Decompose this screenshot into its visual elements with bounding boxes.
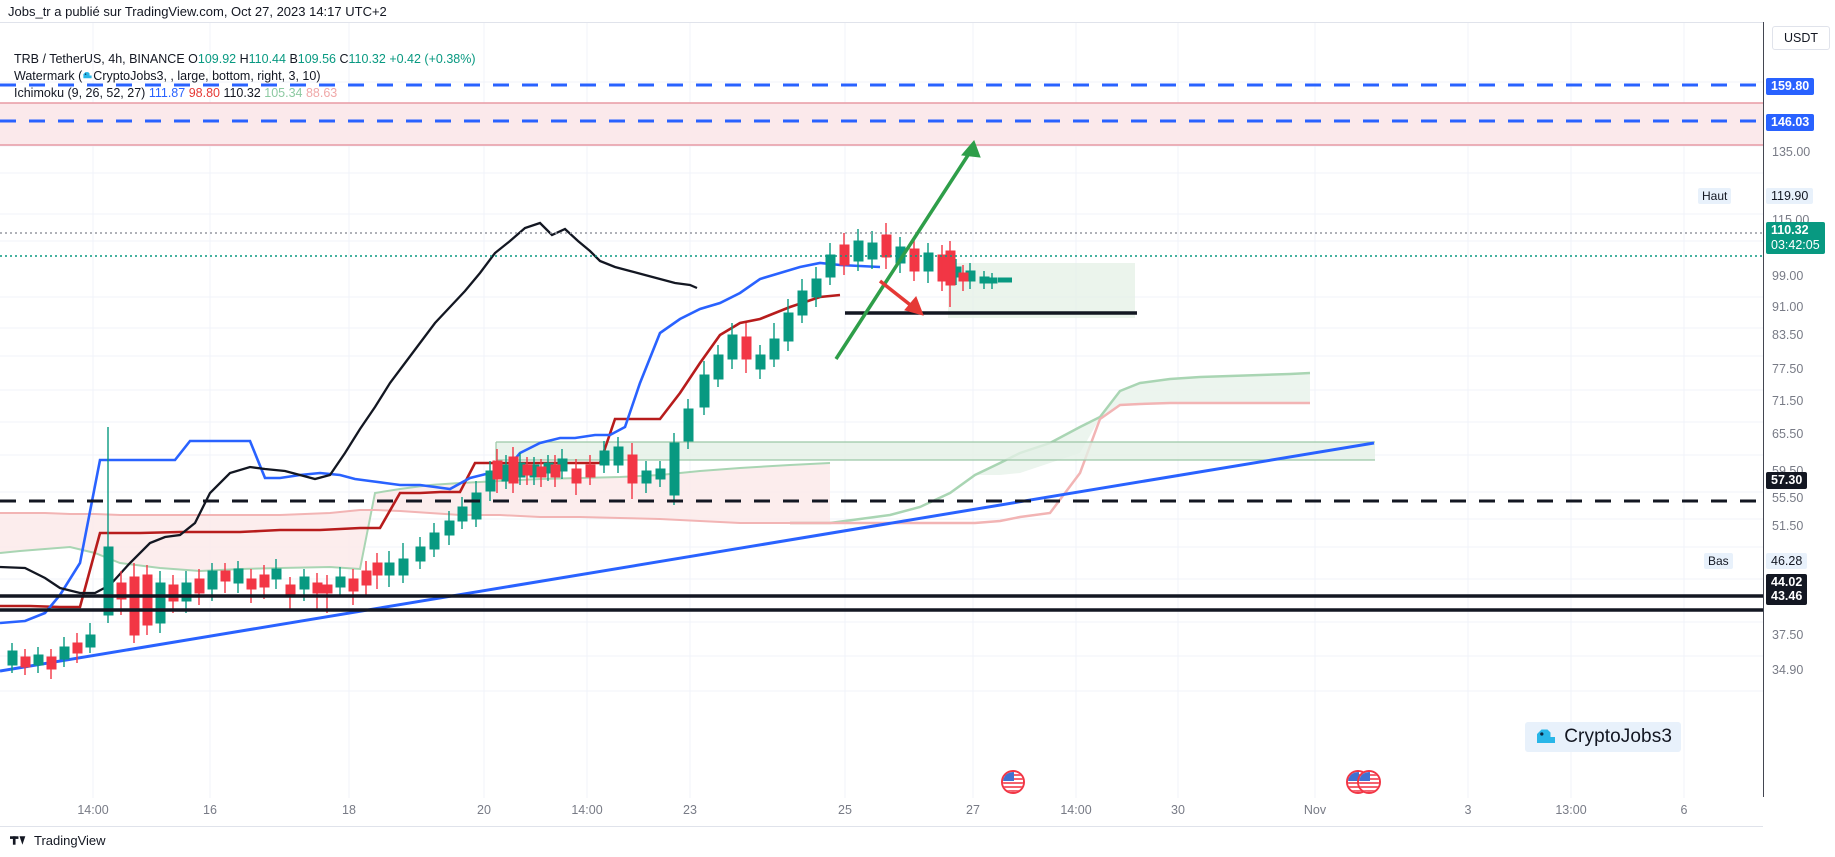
legend-ichimoku-senkou-a: 105.34 [264, 86, 303, 100]
legend-symbol[interactable]: TRB / TetherUS, 4h, BINANCE [14, 52, 185, 66]
haut-tag: Haut [1698, 188, 1732, 204]
legend-ichimoku-tenkan: 111.87 [148, 86, 186, 100]
legend-watermark-row[interactable]: Watermark ( CryptoJobs3, , large, bottom,… [14, 68, 476, 85]
haut-value: 119.90 [1766, 188, 1814, 204]
time-tick: 16 [203, 803, 217, 817]
time-scale[interactable]: 14:00 16 18 20 14:00 23 25 27 14:00 30 Nov 3 13:00 6 [0, 798, 1763, 827]
kijun-sen-line [0, 293, 841, 609]
us-economic-event-3[interactable] [1357, 770, 1381, 794]
legend-close-value: 110.32 [348, 52, 386, 66]
bullish-arrow [834, 140, 981, 360]
legend-close-label: C [339, 52, 349, 66]
time-tick: 23 [683, 803, 697, 817]
bas-tag: Bas [1704, 553, 1733, 569]
price-tick: 37.50 [1772, 628, 1804, 642]
legend-low-value: 109.56 [297, 52, 337, 66]
legend-ichimoku-close: 110.32 [223, 86, 261, 100]
legend-ichimoku-kijun: 98.80 [188, 86, 220, 100]
current-price-countdown: 03:42:05 [1771, 238, 1820, 252]
time-tick: 25 [838, 803, 852, 817]
time-tick: 18 [342, 803, 356, 817]
watermark: CryptoJobs3 [1525, 722, 1681, 752]
bearish-arrow [878, 279, 924, 316]
watermark-text: CryptoJobs3 [1564, 726, 1672, 747]
time-tick: 6 [1680, 803, 1688, 817]
time-tick: 13:00 [1555, 803, 1587, 817]
support-black-2-badge[interactable]: 44.02 [1766, 574, 1808, 591]
current-price-badge[interactable]: 110.32 03:42:05 [1766, 222, 1825, 254]
publisher-line: Jobs_tr a publié sur TradingView.com, Oc… [8, 4, 387, 19]
grid-lines [0, 23, 1763, 798]
legend-ichimoku-row[interactable]: Ichimoku (9, 26, 52, 27) 111.87 98.80 11… [14, 85, 476, 102]
price-tick: 77.50 [1772, 362, 1804, 376]
time-tick: 27 [966, 803, 980, 817]
legend-ichimoku-title: Ichimoku (9, 26, 52, 27) [14, 86, 146, 100]
price-tick: 34.90 [1772, 663, 1804, 677]
legend-ichimoku-senkou-b: 88.63 [305, 86, 338, 100]
price-tick: 135.00 [1772, 145, 1811, 159]
chart-canvas[interactable] [0, 23, 1763, 798]
tradingview-mark-icon [10, 836, 26, 845]
tradingview-logo-text: TradingView [34, 833, 106, 848]
support-zone-box [495, 441, 1375, 461]
price-tick: 51.50 [1772, 519, 1804, 533]
price-tick: 71.50 [1772, 394, 1804, 408]
support-black-1-badge[interactable]: 57.30 [1766, 472, 1808, 489]
time-tick: 14:00 [1060, 803, 1092, 817]
legend-open-label: O [188, 52, 198, 66]
legend-change: +0.42 (+0.38%) [389, 52, 476, 66]
price-tick: 99.00 [1772, 269, 1804, 283]
tenkan-sen-line [0, 261, 881, 625]
resistance-lower-badge[interactable]: 146.03 [1766, 114, 1815, 131]
us-economic-event-1[interactable] [1001, 770, 1025, 794]
legend-symbol-row[interactable]: TRB / TetherUS, 4h, BINANCE O109.92 H110… [14, 51, 476, 68]
legend-open-value: 109.92 [197, 52, 237, 66]
legend-low-label: B [289, 52, 298, 66]
resistance-zone [0, 83, 1763, 146]
legend-watermark-label: Watermark ( [14, 69, 83, 83]
price-tick: 91.00 [1772, 300, 1804, 314]
support-zone-box-upper [948, 263, 1135, 318]
currency-badge[interactable]: USDT [1772, 26, 1830, 50]
time-tick: 14:00 [77, 803, 109, 817]
bas-value: 46.28 [1766, 553, 1808, 569]
price-scale[interactable] [1763, 22, 1835, 797]
legend-high-label: H [239, 52, 249, 66]
chart-pane[interactable]: TRB / TetherUS, 4h, BINANCE O109.92 H110… [0, 22, 1763, 799]
tradingview-logo[interactable]: TradingView [10, 833, 106, 848]
time-tick: 14:00 [571, 803, 603, 817]
time-tick: Nov [1303, 803, 1327, 817]
cryptojobs-logo-icon [1537, 729, 1556, 743]
candlestick-series [7, 223, 1012, 679]
ascending-trendline [0, 441, 1375, 673]
price-tick: 65.50 [1772, 427, 1804, 441]
time-tick: 3 [1464, 803, 1472, 817]
current-price-value: 110.32 [1771, 223, 1809, 237]
legend-watermark-name: CryptoJobs3, , large, bottom, right, 3, … [93, 69, 321, 83]
time-tick: 30 [1171, 803, 1185, 817]
price-tick: 83.50 [1772, 328, 1804, 342]
chart-legend: TRB / TetherUS, 4h, BINANCE O109.92 H110… [14, 51, 476, 102]
resistance-upper-badge[interactable]: 159.80 [1766, 78, 1815, 95]
price-tick: 55.50 [1772, 491, 1804, 505]
support-black-3-badge[interactable]: 43.46 [1766, 588, 1808, 605]
legend-high-value: 110.44 [248, 52, 286, 66]
time-tick: 20 [477, 803, 491, 817]
cryptojobs-icon [83, 72, 92, 79]
